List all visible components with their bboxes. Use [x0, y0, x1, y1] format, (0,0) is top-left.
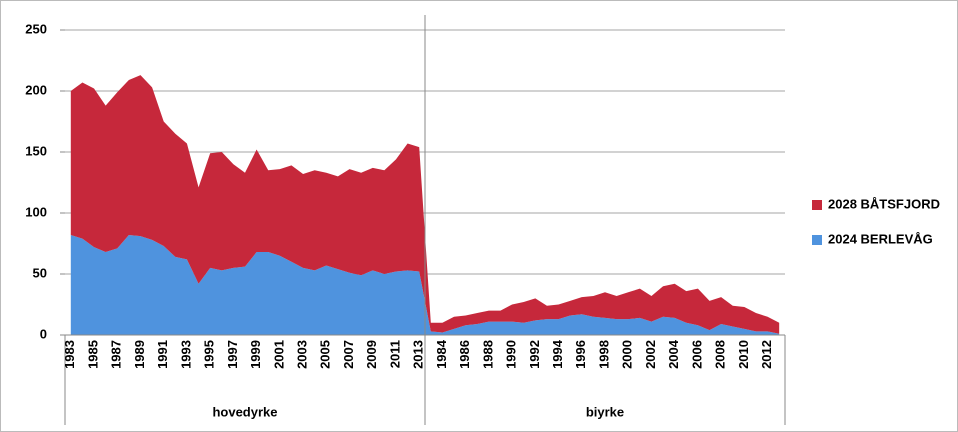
x-tick-label: 1989: [132, 340, 147, 369]
x-tick-label: 2002: [643, 340, 658, 369]
x-tick-label: 2005: [318, 340, 333, 369]
x-tick-label: 1991: [155, 340, 170, 369]
x-tick-label: 2009: [364, 340, 379, 369]
legend-swatch: [812, 235, 822, 245]
x-tick-label: 1983: [62, 340, 77, 369]
y-tick-label: 50: [33, 265, 47, 280]
x-tick-label: 2000: [620, 340, 635, 369]
x-tick-label: 1984: [434, 339, 449, 369]
y-tick-label: 150: [25, 143, 47, 158]
x-tick-label: 1988: [480, 340, 495, 369]
y-tick-label: 0: [40, 326, 47, 341]
x-tick-label: 1998: [596, 340, 611, 369]
y-tick-label: 250: [25, 21, 47, 36]
x-tick-label: 2008: [713, 340, 728, 369]
y-tick-label: 100: [25, 204, 47, 219]
x-tick-label: 1994: [550, 339, 565, 369]
x-tick-label: 2006: [689, 340, 704, 369]
x-tick-label: 1999: [248, 340, 263, 369]
legend-label: 2024 BERLEVÅG: [828, 231, 933, 246]
x-tick-label: 2004: [666, 339, 681, 369]
area: [70, 234, 780, 335]
x-tick-label: 1995: [202, 340, 217, 369]
legend-swatch: [812, 200, 822, 210]
x-tick-label: 1986: [457, 340, 472, 369]
x-tick-label: 1987: [109, 340, 124, 369]
group-label: hovedyrke: [212, 404, 277, 419]
x-tick-label: 2011: [387, 340, 402, 368]
y-tick-label: 200: [25, 82, 47, 97]
x-tick-label: 1993: [178, 340, 193, 369]
x-tick-label: 1996: [573, 340, 588, 369]
x-tick-label: 2007: [341, 340, 356, 369]
x-tick-label: 2001: [271, 340, 286, 369]
x-tick-label: 2010: [736, 340, 751, 369]
legend-label: 2028 BÅTSFJORD: [828, 196, 940, 211]
x-tick-label: 1985: [85, 340, 100, 369]
x-tick-label: 2012: [759, 340, 774, 369]
x-tick-label: 1992: [527, 340, 542, 369]
x-tick-label: 2003: [295, 340, 310, 369]
group-label: biyrke: [586, 404, 624, 419]
x-tick-label: 1997: [225, 340, 240, 369]
x-tick-label: 1990: [504, 340, 519, 369]
x-tick-label: 2013: [411, 340, 426, 369]
